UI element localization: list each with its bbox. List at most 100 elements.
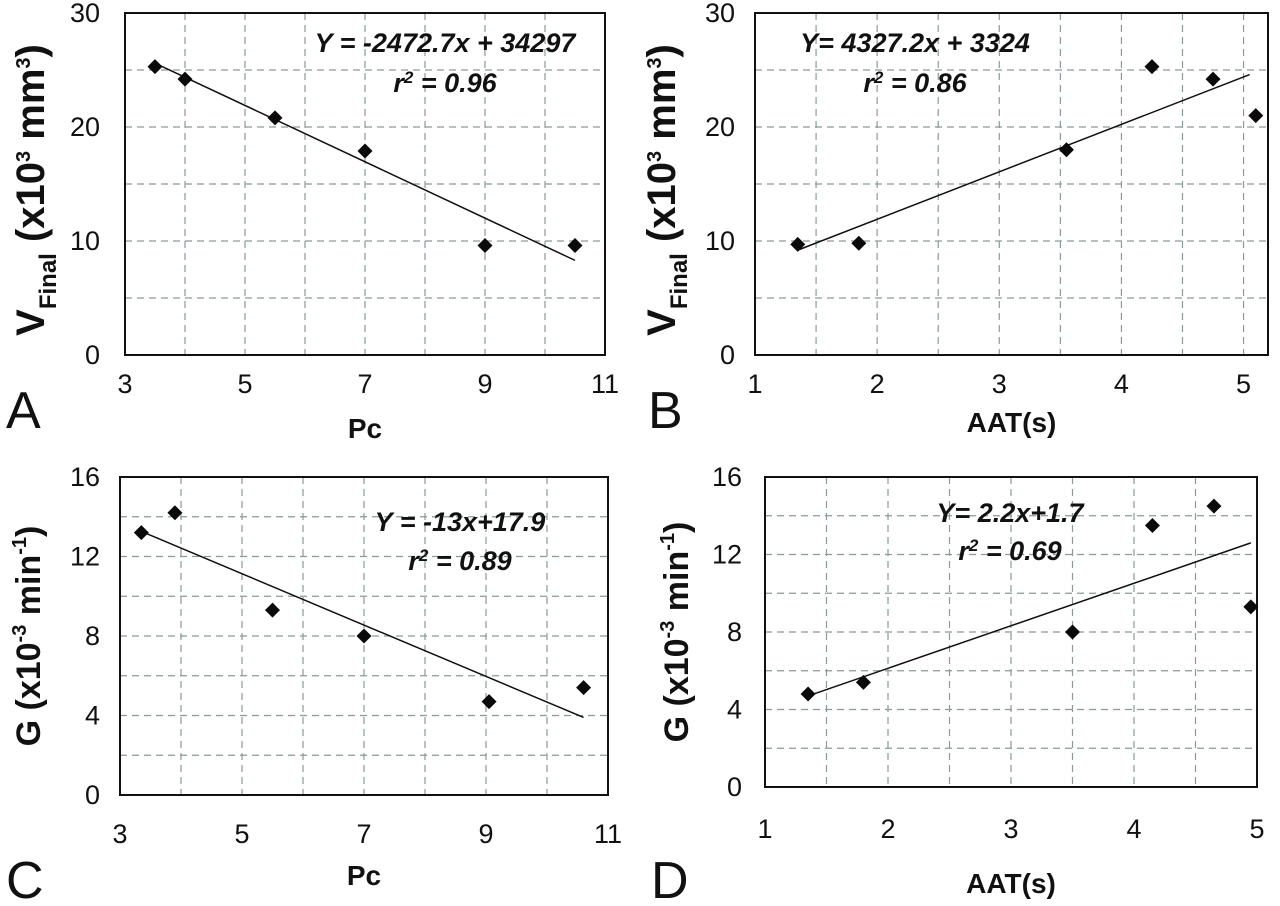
y-label-scale: (x10 [10, 642, 48, 720]
r-squared-value: = 0.96 [413, 68, 497, 98]
x-tick-label: 3 [117, 369, 132, 399]
trend-line [797, 73, 1250, 251]
data-point [567, 238, 583, 254]
y-axis-label: VFinal (x103 mm3) [640, 44, 693, 336]
r-squared-symbol: r [408, 546, 420, 576]
r-squared-value: = 0.69 [978, 536, 1061, 566]
x-tick-label: 2 [870, 369, 885, 399]
data-point [265, 602, 280, 618]
x-tick-label: 5 [1249, 814, 1264, 844]
regression-equation: Y= 4327.2x + 3324 [800, 28, 1030, 58]
y-axis-label: G (x10-3 min-1) [9, 526, 48, 747]
y-axis-label: G (x10-3 min-1) [657, 522, 696, 743]
x-tick-label: 9 [478, 819, 493, 849]
data-point [477, 238, 493, 254]
panel-a: 3 5 7 9 11 0 10 20 30 Y = -2472.7x + 34297 r2 = 0.… [6, 0, 619, 444]
y-label-unit-exponent: 3 [13, 57, 35, 68]
data-point [267, 110, 283, 126]
data-point [133, 525, 149, 541]
panel-label: B [648, 382, 683, 440]
data-point [177, 71, 193, 87]
x-axis-label: Pc [348, 413, 382, 444]
data-point [357, 143, 373, 159]
y-label-exponent: 3 [13, 151, 35, 162]
y-tick-label: 30 [70, 0, 100, 28]
data-point [855, 674, 871, 690]
r-squared-value: = 0.89 [428, 546, 511, 576]
y-tick-label: 10 [705, 226, 735, 256]
plot-frame [124, 12, 606, 356]
r-squared: r2 = 0.69 [958, 536, 1061, 567]
x-tick-label: 11 [591, 369, 619, 399]
y-tick-label: 8 [85, 621, 100, 651]
x-axis-label: AAT(s) [967, 407, 1057, 438]
r-squared: r2 = 0.86 [863, 68, 967, 99]
x-tick-label: 4 [1126, 814, 1141, 844]
y-axis-label: VFinal (x103 mm3) [9, 44, 62, 336]
y-label-scale: (x10 [640, 162, 684, 253]
r-squared-symbol: r [958, 536, 970, 566]
data-point [1065, 624, 1080, 640]
y-tick-label: 16 [70, 462, 100, 492]
trend-line [144, 531, 584, 719]
trend-line [807, 542, 1252, 697]
x-tick-label: 7 [357, 369, 372, 399]
y-tick-label: 4 [727, 695, 742, 725]
y-label-unit: min [10, 555, 48, 625]
y-label-close: ) [640, 44, 684, 57]
data-point [851, 235, 867, 251]
data-point [1206, 498, 1222, 514]
y-tick-label: 10 [70, 226, 100, 256]
y-tick-label: 0 [85, 780, 100, 810]
y-tick-label: 30 [705, 0, 735, 28]
plot-frame [764, 476, 1258, 788]
data-point [356, 628, 372, 644]
y-label-unit: mm [9, 69, 53, 151]
x-tick-label: 1 [757, 814, 772, 844]
y-label-scale: (x10 [658, 638, 696, 716]
data-point [790, 236, 806, 252]
x-tick-label: 3 [112, 819, 127, 849]
y-label-unit-exponent: -1 [657, 533, 679, 551]
r-squared-exponent: 2 [403, 68, 414, 87]
data-point [800, 686, 816, 702]
y-label-close: ) [10, 526, 48, 537]
x-tick-label: 3 [992, 369, 1007, 399]
x-tick-label: 7 [356, 819, 371, 849]
r-squared-symbol: r [393, 68, 405, 98]
data-point [1205, 71, 1221, 87]
y-tick-label: 16 [712, 462, 742, 492]
y-label-exponent: 3 [644, 151, 666, 162]
y-tick-label: 8 [727, 617, 742, 647]
x-tick-label: 2 [880, 814, 895, 844]
panel-label: D [651, 852, 689, 906]
r-squared-exponent: 2 [418, 546, 429, 565]
regression-equation: Y= 2.2x+1.7 [936, 498, 1085, 528]
y-tick-label: 0 [85, 340, 100, 370]
y-label-subscript: Final [35, 253, 62, 309]
y-label-symbol: G [10, 720, 48, 746]
panel-c: 3 5 7 9 11 0 4 8 12 16 Y = -13x+17.9 r2 = 0.89 Pc G (… [6, 462, 622, 906]
data-point [576, 680, 592, 696]
trend-line [154, 62, 576, 262]
y-tick-label: 0 [720, 340, 735, 370]
x-axis-label: Pc [347, 860, 381, 891]
x-tick-label: 9 [477, 369, 492, 399]
y-tick-label: 12 [70, 542, 100, 572]
x-tick-label: 5 [237, 369, 252, 399]
y-label-symbol: G [658, 716, 696, 742]
x-tick-label: 5 [1236, 369, 1251, 399]
y-label-close: ) [9, 44, 53, 57]
data-point [1144, 59, 1160, 75]
y-label-scale: (x10 [9, 162, 53, 253]
x-tick-label: 4 [1114, 369, 1129, 399]
r-squared: r2 = 0.89 [408, 546, 511, 577]
y-label-unit-exponent: 3 [644, 57, 666, 68]
data-point [1058, 142, 1074, 158]
y-label-close: ) [658, 522, 696, 533]
panel-label: C [6, 852, 44, 906]
y-label-unit: mm [640, 69, 684, 151]
y-tick-label: 12 [712, 540, 742, 570]
